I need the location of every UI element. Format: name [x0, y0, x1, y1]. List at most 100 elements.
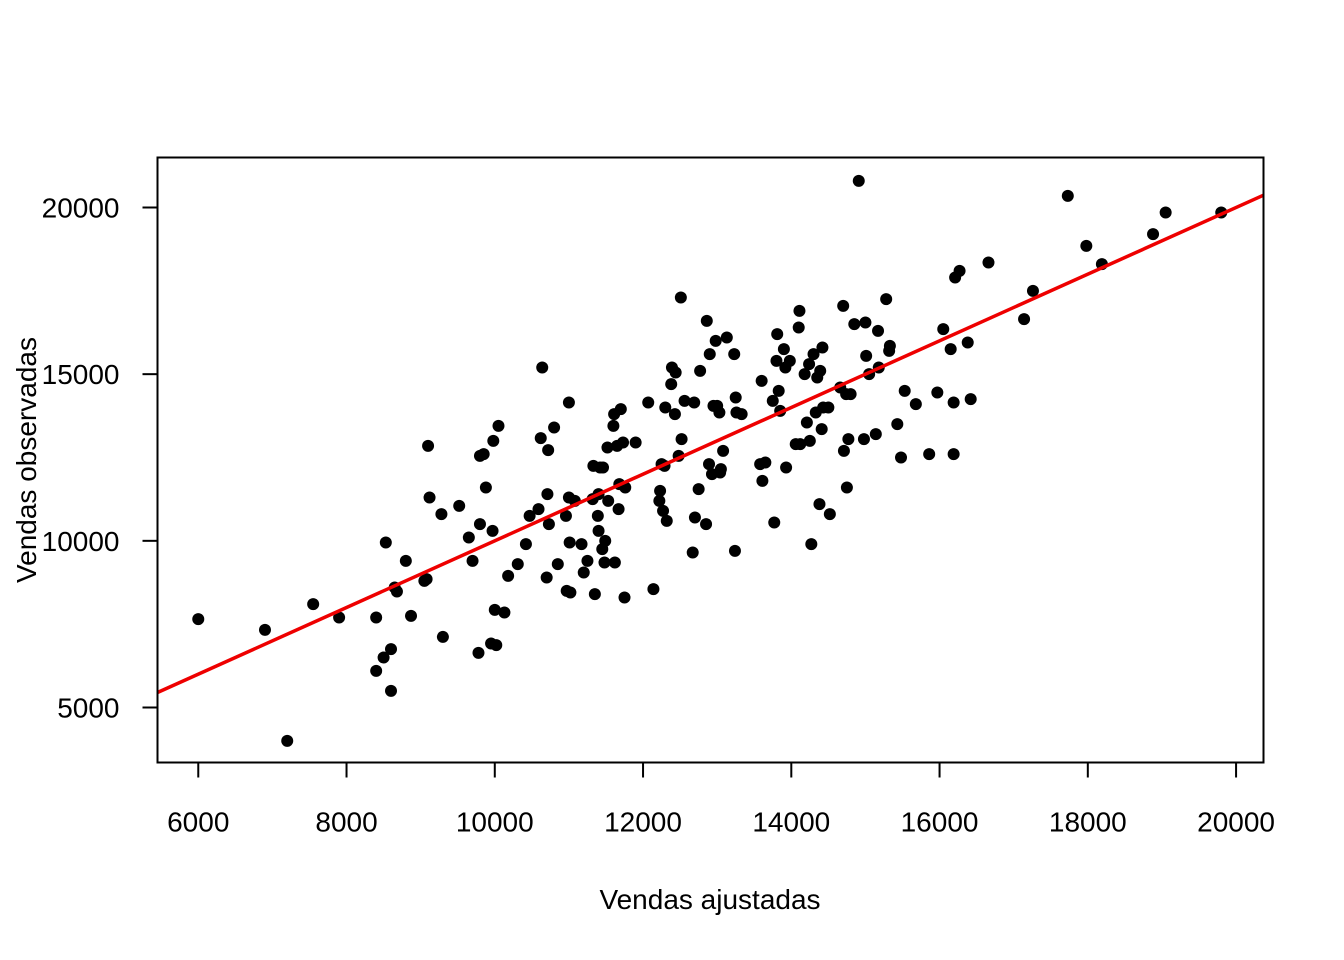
x-axis-title: Vendas ajustadas [599, 884, 820, 915]
data-point [766, 394, 779, 407]
data-point [1147, 228, 1160, 241]
data-point [729, 391, 742, 404]
data-point [803, 358, 816, 371]
data-point [686, 546, 699, 559]
data-point [700, 518, 713, 531]
data-point [840, 481, 853, 494]
data-point [618, 591, 631, 604]
data-point [728, 544, 741, 557]
data-point [692, 483, 705, 496]
data-point [385, 684, 398, 697]
data-point [488, 603, 501, 616]
data-point [805, 538, 818, 551]
data-point [713, 406, 726, 419]
data-point [815, 423, 828, 436]
data-point [654, 484, 667, 497]
y-axis: 5000 10000 15000 20000 [42, 193, 159, 724]
data-point [492, 419, 505, 432]
data-point [598, 556, 611, 569]
data-point [405, 609, 418, 622]
data-point [473, 518, 486, 531]
data-point [688, 396, 701, 409]
data-point [895, 451, 908, 464]
data-point [772, 384, 785, 397]
data-point [612, 503, 625, 516]
data-point [479, 481, 492, 494]
data-point [872, 324, 885, 337]
data-point [728, 348, 741, 361]
data-point [668, 408, 681, 421]
data-point [800, 416, 813, 429]
data-point [614, 403, 627, 416]
data-point [961, 336, 974, 349]
y-tick-label: 15000 [42, 359, 120, 390]
x-tick-label: 14000 [752, 807, 830, 838]
data-point [720, 331, 733, 344]
data-point [581, 554, 594, 567]
data-point [642, 396, 655, 409]
data-point [669, 366, 682, 379]
data-point [709, 334, 722, 347]
data-point [657, 504, 670, 517]
data-point [562, 396, 575, 409]
data-point [770, 354, 783, 367]
data-point [536, 361, 549, 374]
data-point [502, 569, 515, 582]
data-point [898, 384, 911, 397]
data-point [1061, 189, 1074, 202]
data-point [665, 378, 678, 391]
data-point [399, 554, 412, 567]
data-point [860, 349, 873, 362]
data-point [617, 436, 630, 449]
data-point [700, 314, 713, 327]
data-point [674, 291, 687, 304]
x-tick-label: 6000 [167, 807, 229, 838]
data-point [577, 566, 590, 579]
data-point [498, 606, 511, 619]
data-point [591, 509, 604, 522]
data-point [944, 343, 957, 356]
data-point [937, 323, 950, 336]
reference-line-layer [156, 193, 1265, 695]
data-point [385, 643, 398, 656]
data-point [608, 556, 621, 569]
data-point [703, 458, 716, 471]
data-point [694, 364, 707, 377]
data-point [717, 444, 730, 457]
x-tick-label: 20000 [1197, 807, 1275, 838]
data-point [660, 514, 673, 527]
y-tick-label: 20000 [42, 193, 120, 224]
data-point [953, 264, 966, 277]
data-point [486, 524, 499, 537]
data-point [588, 588, 601, 601]
reference-line [156, 193, 1265, 695]
data-point [487, 434, 500, 447]
data-point [563, 536, 576, 549]
data-point [675, 433, 688, 446]
data-point [813, 498, 826, 511]
data-point [837, 444, 850, 457]
data-point [869, 428, 882, 441]
y-tick-label: 5000 [57, 693, 119, 724]
data-point [597, 461, 610, 474]
data-point [575, 538, 588, 551]
data-point [466, 554, 479, 567]
x-tick-label: 12000 [604, 807, 682, 838]
data-point [923, 448, 936, 461]
data-point [814, 364, 827, 377]
data-point [852, 174, 865, 187]
data-point [880, 293, 893, 306]
data-point [511, 558, 524, 571]
data-point [844, 388, 857, 401]
data-point [307, 598, 320, 611]
data-point [703, 348, 716, 361]
data-point [768, 516, 781, 529]
data-point [756, 474, 769, 487]
data-point [281, 734, 294, 747]
data-point [822, 401, 835, 414]
data-point [436, 630, 449, 643]
data-point [542, 518, 555, 531]
data-point [857, 433, 870, 446]
data-point [1026, 284, 1039, 297]
